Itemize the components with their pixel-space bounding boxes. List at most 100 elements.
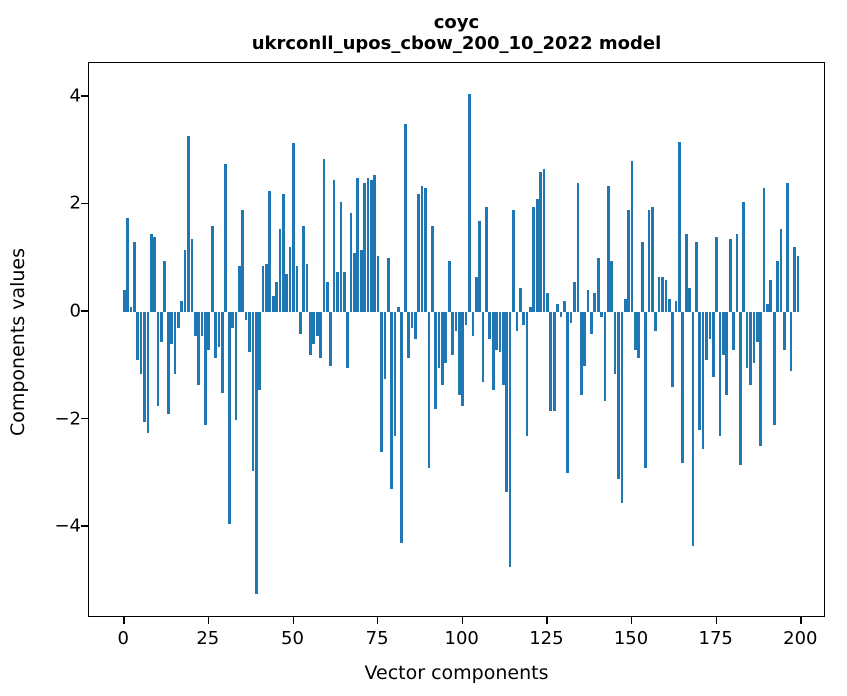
x-tick-mark	[123, 617, 125, 624]
bar	[532, 207, 536, 312]
bar	[336, 271, 339, 312]
bar	[393, 312, 397, 436]
bar	[329, 312, 333, 366]
bar	[139, 312, 143, 374]
bar	[190, 239, 194, 312]
x-tick-mark	[461, 617, 464, 624]
y-tick-label: −4	[54, 515, 81, 537]
bar	[166, 312, 170, 415]
bar	[505, 312, 509, 493]
bar	[454, 312, 458, 331]
bar	[400, 312, 404, 544]
bar	[681, 312, 685, 463]
bar	[762, 188, 766, 312]
bar	[593, 293, 597, 312]
x-tick-label: 150	[613, 628, 649, 649]
bar	[502, 312, 505, 385]
bar	[305, 263, 309, 312]
bar	[586, 290, 590, 312]
bar	[661, 277, 664, 312]
bar	[129, 306, 133, 312]
bar	[390, 312, 393, 490]
bar	[620, 312, 624, 503]
bar	[471, 312, 475, 337]
bar	[559, 312, 563, 318]
bar	[664, 279, 668, 312]
bar	[447, 260, 451, 312]
bar	[495, 312, 498, 350]
bar	[749, 312, 752, 385]
bar	[722, 312, 725, 356]
bar	[346, 312, 349, 369]
bar	[539, 172, 542, 312]
x-tick-label: 100	[444, 628, 479, 649]
bar	[603, 312, 607, 401]
bar	[133, 242, 136, 312]
bar	[579, 312, 583, 396]
bar	[143, 312, 146, 423]
bar	[356, 177, 360, 312]
bar	[708, 312, 712, 339]
bar	[410, 312, 414, 329]
bar	[224, 164, 228, 312]
bar	[468, 94, 471, 312]
bar	[627, 209, 630, 312]
bar	[407, 312, 410, 358]
bar	[573, 282, 576, 312]
bar	[793, 247, 796, 312]
x-tick-mark	[715, 617, 718, 624]
bar	[718, 312, 722, 436]
bar	[383, 312, 387, 380]
bar	[366, 177, 370, 312]
bar	[403, 123, 407, 312]
bar	[796, 255, 800, 312]
bar	[315, 312, 319, 337]
bar	[258, 312, 261, 390]
bar	[610, 260, 614, 312]
plot-area	[88, 62, 825, 617]
y-tick-mark	[81, 95, 88, 97]
bar	[711, 312, 715, 377]
bar	[231, 312, 234, 329]
bar	[684, 234, 688, 312]
bar	[441, 312, 444, 385]
bar	[535, 199, 539, 312]
bar	[522, 312, 526, 326]
bar	[241, 209, 245, 312]
bar	[491, 312, 495, 390]
x-tick-mark	[292, 617, 294, 624]
bar	[136, 312, 140, 361]
bar	[529, 306, 532, 312]
bar	[759, 312, 762, 447]
bar	[193, 312, 197, 337]
bar	[265, 263, 268, 312]
bar	[163, 260, 167, 312]
bar	[667, 298, 671, 312]
bar	[332, 180, 336, 312]
bar	[776, 260, 779, 312]
bar	[380, 312, 383, 452]
bar	[674, 301, 678, 312]
bar	[248, 312, 251, 353]
bar	[295, 266, 299, 312]
bar	[688, 287, 691, 312]
bar	[200, 312, 204, 337]
bar	[678, 141, 681, 312]
bar	[373, 174, 377, 312]
y-tick-label: −2	[54, 408, 81, 430]
bar	[552, 312, 556, 412]
bar	[745, 312, 749, 369]
bar	[617, 312, 620, 479]
bar	[766, 303, 769, 312]
bar	[576, 182, 580, 312]
bar	[705, 312, 708, 361]
bar	[701, 312, 705, 450]
bar	[359, 250, 363, 312]
chart-title-line2: ukrconll_upos_cbow_200_10_2022 model	[251, 33, 662, 54]
bar	[342, 271, 346, 312]
bar	[657, 277, 661, 312]
x-tick-mark	[207, 617, 210, 624]
bar	[221, 312, 224, 393]
bar	[640, 242, 644, 312]
bar	[752, 312, 756, 364]
